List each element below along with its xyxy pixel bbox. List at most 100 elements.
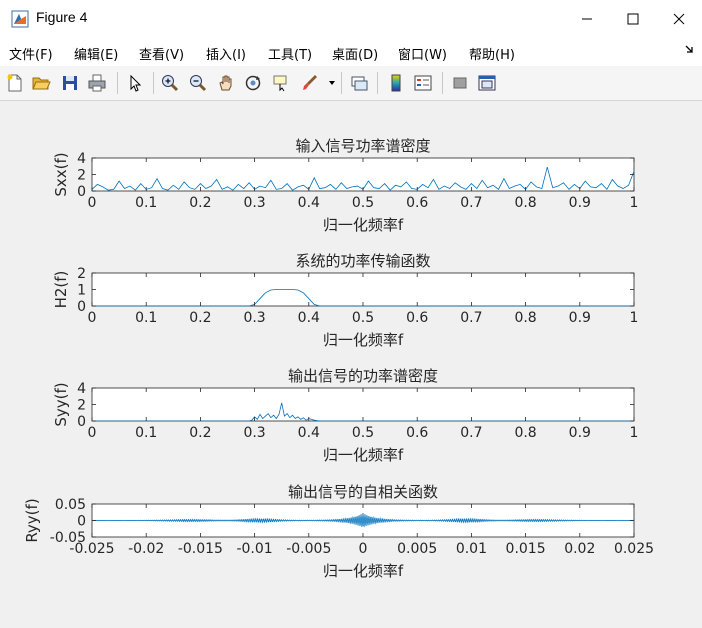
figure-canvas[interactable]: 0 0.1 0.2 0.3 0.4 0.5 0.6 0.7 0.8 0.9 1024输入信号功率谱密… bbox=[0, 101, 702, 628]
x-tick-label: 1 bbox=[630, 310, 639, 326]
menu-insert[interactable]: 插入(I) bbox=[206, 48, 246, 63]
subplot-title: 输入信号功率谱密度 bbox=[295, 137, 430, 155]
menu-view[interactable]: 查看(V) bbox=[139, 48, 185, 63]
x-tick-label: 0.7 bbox=[460, 425, 482, 441]
series-line bbox=[92, 402, 634, 422]
menu-help[interactable]: 帮助(H) bbox=[469, 48, 515, 63]
x-tick-label: 0.025 bbox=[614, 541, 654, 557]
x-tick-label: 0.02 bbox=[564, 541, 595, 557]
subplot-title: 输出信号的功率谱密度 bbox=[288, 367, 438, 385]
x-tick-label: 0.7 bbox=[460, 310, 482, 326]
toolbar-separator bbox=[442, 72, 443, 94]
x-tick-label: -0.01 bbox=[236, 541, 272, 557]
x-tick-label: -0.025 bbox=[69, 541, 114, 557]
toolbar-separator bbox=[117, 72, 118, 94]
y-axis-label: H2(f) bbox=[52, 271, 70, 309]
menu-bar: 文件(F) 编辑(E) 查看(V) 插入(I) 工具(T) 桌面(D) 窗口(W… bbox=[0, 38, 702, 66]
x-axis-label: 归一化频率f bbox=[323, 331, 404, 349]
x-tick-label: 0.015 bbox=[506, 541, 546, 557]
link-plot-icon[interactable] bbox=[349, 73, 369, 93]
matlab-figure-icon bbox=[11, 10, 29, 28]
axes-box[interactable] bbox=[91, 272, 635, 307]
x-tick-label: 0.3 bbox=[243, 425, 265, 441]
x-tick-label: 0.5 bbox=[352, 195, 374, 211]
x-tick-label: 0.3 bbox=[243, 310, 265, 326]
x-tick-label: 0.6 bbox=[406, 310, 428, 326]
x-tick-label: 0.1 bbox=[135, 310, 157, 326]
y-tick-label: 0 bbox=[77, 299, 86, 315]
print-icon[interactable] bbox=[87, 73, 107, 93]
x-tick-label: 0.9 bbox=[569, 310, 591, 326]
y-tick-label: 4 bbox=[77, 381, 86, 397]
subplot-title: 输出信号的自相关函数 bbox=[288, 483, 438, 501]
rotate-3d-icon[interactable] bbox=[243, 73, 263, 93]
save-icon[interactable] bbox=[60, 73, 80, 93]
toolbar-separator bbox=[153, 72, 154, 94]
menu-window[interactable]: 窗口(W) bbox=[398, 48, 447, 63]
subplot-2[interactable]: 0 0.1 0.2 0.3 0.4 0.5 0.6 0.7 0.8 0.9 1012系统的功率传输函… bbox=[52, 252, 638, 349]
y-tick-label: 4 bbox=[77, 151, 86, 167]
y-tick-label: 2 bbox=[77, 398, 86, 414]
y-tick-label: 2 bbox=[77, 168, 86, 184]
x-tick-label: 0.6 bbox=[406, 425, 428, 441]
maximize-button[interactable] bbox=[610, 0, 656, 38]
toolbar-separator bbox=[377, 72, 378, 94]
x-tick-label: 0.2 bbox=[189, 195, 211, 211]
x-tick-label: -0.02 bbox=[128, 541, 164, 557]
colorbar-icon[interactable] bbox=[386, 73, 406, 93]
close-icon bbox=[673, 13, 685, 25]
x-tick-label: 0.1 bbox=[135, 195, 157, 211]
x-tick-label: -0.015 bbox=[178, 541, 223, 557]
x-tick-label: 0 bbox=[88, 425, 97, 441]
new-figure-icon[interactable] bbox=[5, 73, 25, 93]
select-arrow-icon[interactable] bbox=[125, 73, 145, 93]
y-tick-label: 1 bbox=[77, 283, 86, 299]
x-tick-label: 0.9 bbox=[569, 425, 591, 441]
brush-icon[interactable] bbox=[300, 73, 320, 93]
x-tick-label: 0.8 bbox=[514, 425, 536, 441]
brush-dropdown-icon[interactable] bbox=[328, 79, 336, 87]
data-cursor-icon[interactable] bbox=[271, 73, 291, 93]
close-button[interactable] bbox=[656, 0, 702, 38]
menu-desktop[interactable]: 桌面(D) bbox=[332, 48, 379, 63]
series-line bbox=[91, 512, 635, 528]
axes-box[interactable] bbox=[91, 157, 635, 192]
pan-hand-icon[interactable] bbox=[216, 73, 236, 93]
figure-toolbar bbox=[0, 66, 702, 101]
window-title: Figure 4 bbox=[36, 9, 88, 25]
subplot-4[interactable]: -0.025 -0.02 -0.015 -0.01 -0.005 0 0.005 0.01 0.… bbox=[23, 483, 654, 580]
x-tick-label: 0.3 bbox=[243, 195, 265, 211]
x-tick-label: -0.005 bbox=[286, 541, 331, 557]
hide-plot-tools-icon[interactable] bbox=[450, 73, 470, 93]
x-tick-label: 0 bbox=[88, 195, 97, 211]
dock-arrow-icon[interactable] bbox=[684, 44, 694, 54]
y-axis-label: Ryy(f) bbox=[23, 498, 41, 542]
y-axis-label: Sxx(f) bbox=[52, 152, 70, 196]
zoom-out-icon[interactable] bbox=[188, 73, 208, 93]
x-tick-label: 0.01 bbox=[456, 541, 487, 557]
subplot-title: 系统的功率传输函数 bbox=[295, 252, 430, 270]
y-tick-label: 0.05 bbox=[55, 497, 86, 513]
x-tick-label: 0.5 bbox=[352, 310, 374, 326]
axes-box[interactable] bbox=[91, 387, 635, 422]
x-axis-label: 归一化频率f bbox=[323, 562, 404, 580]
minimize-button[interactable] bbox=[564, 0, 610, 38]
zoom-in-icon[interactable] bbox=[160, 73, 180, 93]
x-tick-label: 0.4 bbox=[298, 195, 320, 211]
open-file-icon[interactable] bbox=[31, 73, 51, 93]
menu-file[interactable]: 文件(F) bbox=[9, 48, 53, 63]
x-tick-label: 0.9 bbox=[569, 195, 591, 211]
toolbar-separator bbox=[341, 72, 342, 94]
subplot-3[interactable]: 0 0.1 0.2 0.3 0.4 0.5 0.6 0.7 0.8 0.9 1 024 输出信号的功率谱… bbox=[52, 367, 638, 464]
menu-edit[interactable]: 编辑(E) bbox=[74, 48, 119, 63]
x-axis-label: 归一化频率f bbox=[323, 446, 404, 464]
subplot-1[interactable]: 0 0.1 0.2 0.3 0.4 0.5 0.6 0.7 0.8 0.9 1 024 输入信号功率谱密… bbox=[52, 137, 638, 234]
maximize-icon bbox=[627, 13, 639, 25]
x-tick-label: 0.2 bbox=[189, 425, 211, 441]
menu-tools[interactable]: 工具(T) bbox=[268, 48, 313, 63]
legend-icon[interactable] bbox=[413, 73, 433, 93]
y-tick-label: 0 bbox=[77, 184, 86, 200]
x-tick-label: 0.7 bbox=[460, 195, 482, 211]
x-tick-label: 1 bbox=[630, 425, 639, 441]
show-plot-tools-icon[interactable] bbox=[477, 73, 497, 93]
